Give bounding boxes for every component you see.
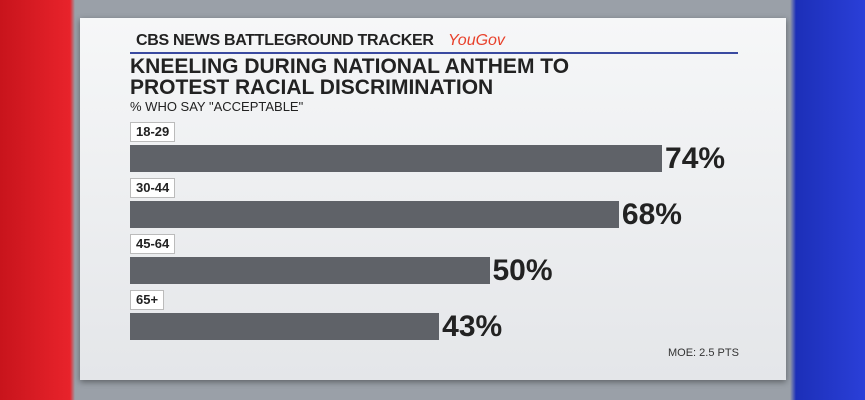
value-label: 43%: [442, 310, 503, 343]
brand: YouGov: [448, 32, 505, 49]
chart-title: KNEELING DURING NATIONAL ANTHEM TO PROTE…: [130, 55, 570, 99]
value-label: 74%: [665, 142, 726, 175]
header: CBS NEWS BATTLEGROUND TRACKER: [136, 32, 434, 49]
category-label: 45-64: [130, 234, 176, 254]
header-rule: [130, 52, 738, 54]
chart-subtitle: % WHO SAY "ACCEPTABLE": [130, 99, 304, 114]
note: MOE: 2.5 PTS: [668, 347, 739, 359]
category-label: 18-29: [130, 122, 176, 142]
bar: [130, 313, 440, 340]
category-label: 30-44: [130, 178, 176, 198]
value-label: 50%: [492, 254, 553, 287]
value-label: 68%: [621, 198, 682, 231]
bar: [130, 201, 619, 228]
category-label: 65+: [130, 290, 165, 310]
bar: [130, 145, 663, 172]
bar: [130, 257, 490, 284]
